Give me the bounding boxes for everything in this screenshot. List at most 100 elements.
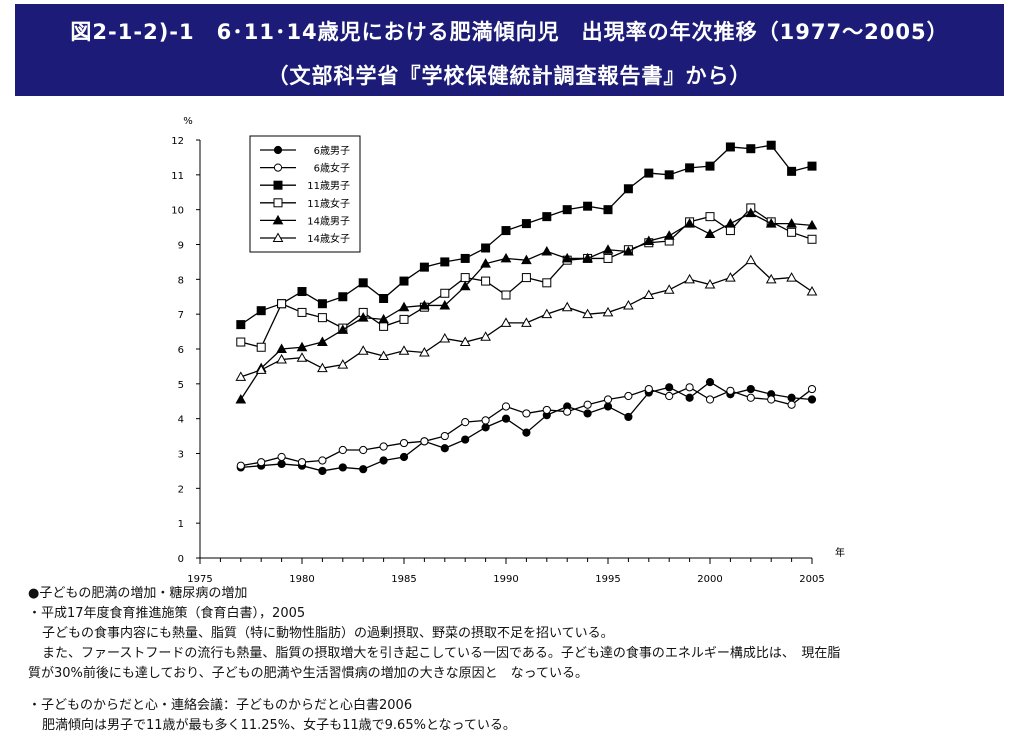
y-tick-label: 5 [178,380,184,391]
y-tick-label: 8 [178,275,184,286]
data-point [276,353,287,364]
data-point [705,212,715,222]
data-point [398,345,410,355]
y-tick-label: 11 [171,171,184,182]
data-point [583,201,593,211]
chart-legend: 6歳男子 6歳女子 11歳男子 11歳女子 14歳男子 14歳女子 [249,135,361,253]
data-point [746,384,755,394]
legend-box [249,135,361,253]
data-point [273,180,283,190]
series-line [240,381,813,472]
data-point [273,198,283,208]
data-point [357,345,369,355]
data-point [318,456,327,465]
data-point [257,458,266,467]
data-point [357,312,369,322]
y-tick-label: 10 [171,206,184,217]
data-point [277,299,287,309]
data-point [806,286,818,296]
data-point [297,307,307,317]
data-point [338,445,347,455]
data-point [273,163,283,172]
data-point [317,299,327,309]
data-point [399,276,409,286]
data-point [725,142,735,152]
data-point [379,442,388,451]
note-item2-text: 肥満傾向は男子で11歳が最も多く11.25%、女子も11歳で9.65%となってい… [42,718,516,733]
y-tick-label: 1 [178,519,184,530]
data-point [317,362,328,373]
data-point [746,144,756,154]
data-point [745,207,757,218]
data-point [522,409,531,418]
y-axis-label: % [183,116,193,127]
note-item1-text: 質が30%前後にも達しており、子どもの肥満や生活習慣病の増加の大きな原因と なっ… [28,666,588,681]
data-point [273,145,283,155]
data-point [561,252,573,263]
y-tick-label: 12 [171,136,184,147]
data-point [663,284,675,294]
data-point [236,461,245,470]
data-point [704,228,716,239]
data-point [399,438,409,448]
series-1 [236,383,817,470]
series-line [240,386,813,467]
y-tick-label: 6 [178,345,184,356]
data-point [725,226,735,236]
data-point [522,428,531,437]
data-point [459,336,471,347]
data-point [644,384,653,394]
data-point [643,235,655,246]
x-tick-label: 2000 [697,574,722,585]
data-point [624,412,633,422]
data-point [481,423,490,432]
note-item1-text: 子どもの食事内容にも熱量、脂質（特に動物性脂肪）の過剰摂取、野菜の摂取不足を招い… [42,626,614,641]
x-tick-label: 1985 [391,574,416,585]
data-point [807,384,817,394]
data-point [318,466,327,476]
data-point [459,280,471,291]
series-4 [235,207,818,404]
data-point [562,205,572,215]
data-point [317,336,328,347]
data-point [501,402,511,411]
data-point [725,218,736,228]
legend-label: 11歳女子 [307,197,350,210]
data-point [359,465,368,474]
data-point [685,163,695,173]
data-point [684,218,695,228]
legend-label: 11歳男子 [307,180,350,192]
data-point [746,393,755,402]
data-point [602,306,614,317]
y-tick-label: 3 [178,450,184,461]
data-point [235,393,247,404]
data-point [807,234,817,244]
data-point [786,272,797,282]
data-point [542,278,552,288]
data-point [277,452,286,462]
data-point [705,161,715,171]
data-point [338,463,347,472]
data-point [236,320,246,330]
legend-label: 6歳女子 [314,162,350,175]
data-point [296,341,308,352]
data-point [725,272,736,282]
series-5 [235,254,818,381]
data-point [787,400,796,409]
data-point [542,212,552,222]
data-point [766,140,776,150]
data-point [644,168,654,178]
data-point [603,395,613,404]
y-tick-label: 0 [178,554,184,565]
data-point [663,230,675,240]
data-point [379,456,388,465]
data-point [440,431,449,441]
data-point [726,386,735,395]
data-point [399,314,409,324]
data-point [480,258,491,268]
data-point [561,301,573,312]
data-point [563,407,572,416]
data-point [297,458,307,467]
data-point [704,279,716,289]
